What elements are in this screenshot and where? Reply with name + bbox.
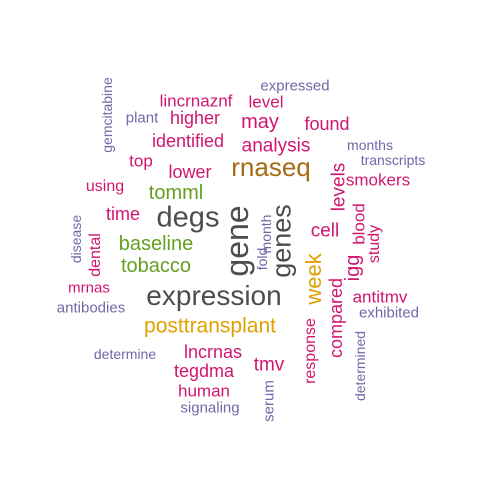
word-lincrnaznf: lincrnaznf bbox=[159, 91, 233, 111]
word-posttransplant: posttransplant bbox=[144, 314, 276, 338]
word-months: months bbox=[347, 137, 393, 153]
word-top: top bbox=[129, 151, 153, 171]
word-gemcitabine: gemcitabine bbox=[99, 77, 115, 153]
word-week: week bbox=[301, 253, 326, 305]
word-compared: compared bbox=[326, 277, 346, 359]
word-gene: gene bbox=[219, 205, 255, 277]
word-study: study bbox=[366, 224, 383, 264]
word-found: found bbox=[304, 114, 350, 134]
word-igg: igg bbox=[342, 254, 364, 282]
word-tobacco: tobacco bbox=[120, 255, 192, 277]
word-tomml: tomml bbox=[148, 182, 204, 204]
word-expression: expression bbox=[146, 280, 282, 311]
word-degs: degs bbox=[156, 201, 220, 234]
word-disease: disease bbox=[68, 214, 84, 264]
word-serum: serum bbox=[260, 380, 278, 422]
word-blood: blood bbox=[349, 203, 369, 245]
word-smokers: smokers bbox=[345, 170, 411, 190]
word-response: response bbox=[302, 318, 319, 384]
word-may: may bbox=[241, 111, 279, 133]
word-identified: identified bbox=[151, 131, 225, 151]
word-determine: determine bbox=[93, 346, 157, 362]
word-human: human bbox=[178, 381, 230, 401]
word-cell: cell bbox=[310, 220, 340, 242]
word-antibodies: antibodies bbox=[56, 299, 126, 317]
word-transcripts: transcripts bbox=[360, 152, 426, 168]
word-baseline: baseline bbox=[118, 233, 194, 255]
word-rnaseq: rnaseq bbox=[231, 152, 311, 182]
word-higher: higher bbox=[169, 108, 221, 128]
word-antitmv: antitmv bbox=[352, 287, 408, 307]
word-lncrnas: lncrnas bbox=[183, 342, 243, 362]
word-exhibited: exhibited bbox=[358, 304, 420, 322]
word-signaling: signaling bbox=[180, 399, 240, 417]
word-expressed: expressed bbox=[260, 77, 330, 95]
word-lower: lower bbox=[168, 162, 212, 182]
word-analysis: analysis bbox=[241, 135, 311, 157]
word-tegdma: tegdma bbox=[173, 361, 235, 381]
word-time: time bbox=[105, 204, 141, 224]
word-determined: determined bbox=[352, 330, 368, 402]
word-fold: fold bbox=[254, 247, 270, 271]
word-plant: plant bbox=[125, 109, 159, 127]
word-dental: dental bbox=[87, 233, 104, 277]
word-using: using bbox=[85, 178, 125, 195]
word-tmv: tmv bbox=[253, 354, 285, 376]
word-mrnas: mrnas bbox=[68, 279, 110, 297]
word-level: level bbox=[248, 92, 284, 112]
